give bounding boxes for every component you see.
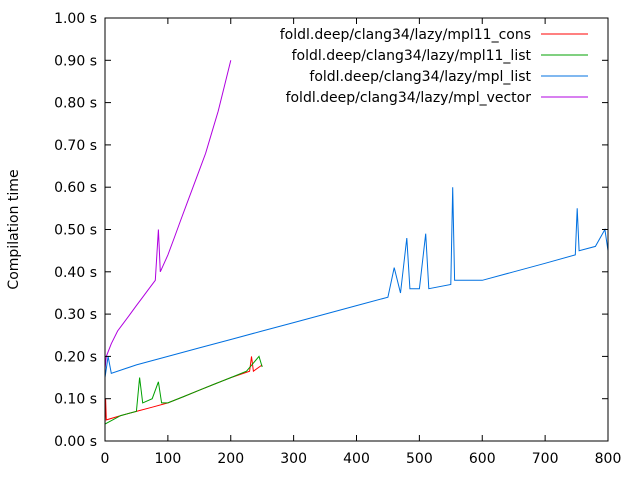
y-tick-label: 0.10 s (54, 392, 97, 408)
y-tick-label: 0.80 s (54, 96, 97, 112)
y-axis-title: Compilation time (6, 169, 22, 289)
x-tick-label: 600 (469, 451, 496, 467)
y-tick-label: 0.40 s (54, 265, 97, 281)
x-tick-label: 800 (595, 451, 622, 467)
y-tick-label: 0.50 s (54, 223, 97, 239)
y-tick-label: 0.70 s (54, 138, 97, 154)
y-tick-label: 0.60 s (54, 180, 97, 196)
series-line-3 (104, 60, 232, 370)
legend-label-1: foldl.deep/clang34/lazy/mpl11_list (292, 48, 532, 64)
y-tick-label: 0.90 s (54, 53, 97, 69)
y-tick-label: 1.00 s (54, 11, 97, 27)
legend-label-0: foldl.deep/clang34/lazy/mpl11_cons (280, 27, 531, 43)
series-line-1 (104, 355, 263, 425)
legend-label-3: foldl.deep/clang34/lazy/mpl_vector (286, 90, 532, 106)
series-line-2 (104, 187, 609, 378)
x-tick-label: 400 (343, 451, 370, 467)
x-tick-label: 100 (155, 451, 182, 467)
legend-label-2: foldl.deep/clang34/lazy/mpl_list (309, 69, 531, 85)
legend: foldl.deep/clang34/lazy/mpl11_cons foldl.… (280, 27, 588, 106)
y-tick-label: 0.20 s (54, 349, 97, 365)
x-tick-label: 700 (532, 451, 559, 467)
x-tick-label: 300 (280, 451, 307, 467)
y-tick-label: 0.30 s (54, 307, 97, 323)
x-tick-label: 200 (217, 451, 244, 467)
plot-area (104, 60, 609, 425)
x-tick-label: 500 (406, 451, 433, 467)
axes: 0 100 200 300 400 500 600 700 800 0.00 s 0.10 s 0.2… (54, 11, 621, 467)
x-tick-label: 0 (101, 451, 110, 467)
y-tick-label: 0.00 s (54, 434, 97, 450)
